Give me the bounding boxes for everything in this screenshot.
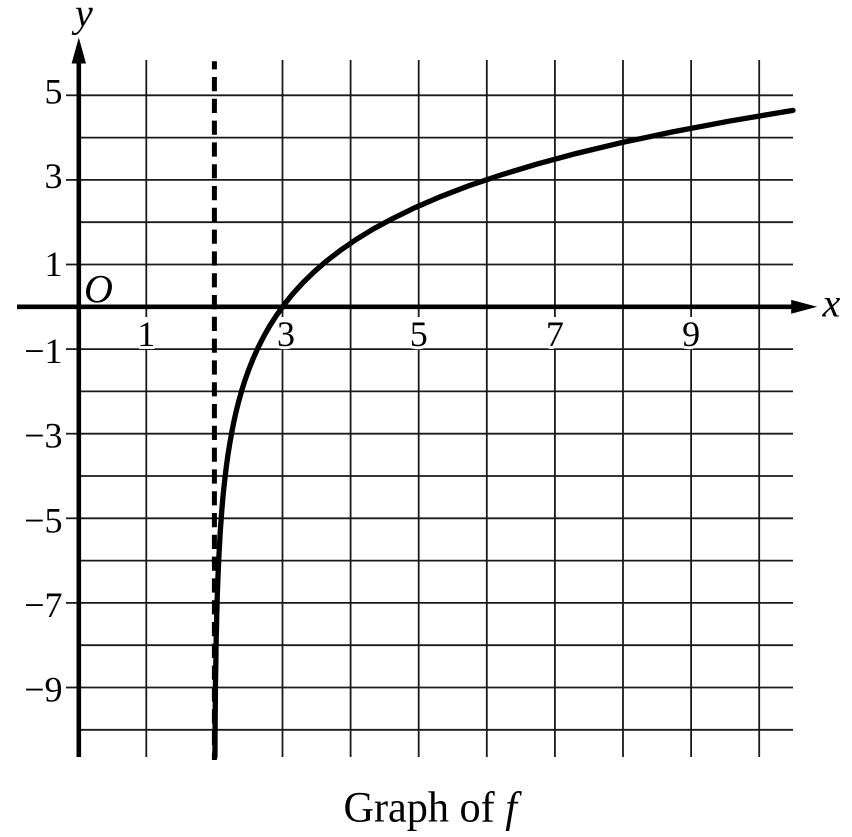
- svg-text:5: 5: [410, 314, 428, 354]
- svg-text:−1: −1: [24, 331, 62, 371]
- svg-text:O: O: [84, 267, 113, 312]
- svg-text:−5: −5: [24, 500, 62, 540]
- svg-text:7: 7: [546, 314, 564, 354]
- svg-text:3: 3: [45, 156, 63, 196]
- svg-text:−3: −3: [24, 416, 62, 456]
- svg-text:x: x: [822, 281, 841, 326]
- svg-text:−9: −9: [24, 670, 62, 710]
- svg-text:Graph of f: Graph of f: [344, 784, 522, 831]
- svg-text:1: 1: [137, 314, 155, 354]
- svg-text:−7: −7: [24, 585, 62, 625]
- svg-text:1: 1: [45, 244, 63, 284]
- svg-text:9: 9: [682, 314, 700, 354]
- svg-text:5: 5: [45, 71, 63, 111]
- svg-text:y: y: [71, 0, 93, 36]
- svg-text:3: 3: [277, 314, 295, 354]
